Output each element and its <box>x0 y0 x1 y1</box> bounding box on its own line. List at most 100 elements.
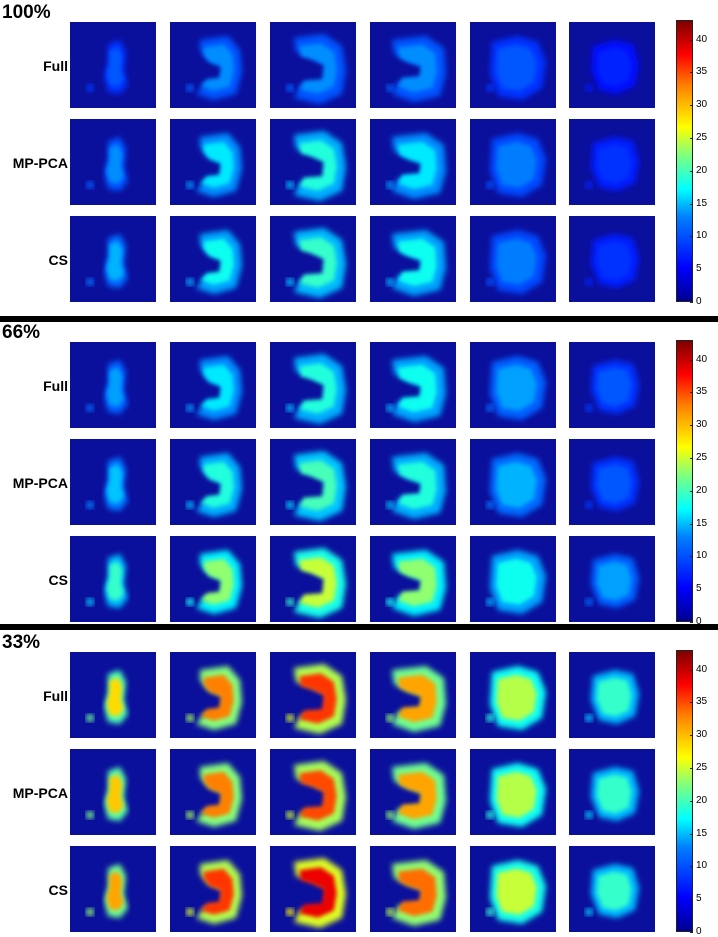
colorbar-tick-label: 35 <box>696 386 708 398</box>
colorbar-tick-label: 20 <box>696 794 708 806</box>
row-label-full: Full <box>43 58 68 74</box>
image-tile <box>470 216 556 302</box>
image-tile <box>170 652 256 738</box>
colorbar-tick-mark <box>690 203 693 205</box>
panel-2: 33% Full MP-PCA CS 0 5 10 15 20 25 30 35 40 <box>0 630 718 937</box>
colorbar-tick-mark <box>690 523 693 525</box>
panel-label: 100% <box>2 2 51 23</box>
colorbar-tick-mark <box>690 105 693 107</box>
colorbar <box>676 650 693 932</box>
colorbar-tick-mark <box>690 800 693 802</box>
image-tile <box>270 342 356 428</box>
colorbar-tick-mark <box>690 622 693 623</box>
colorbar-tick-label: 10 <box>696 550 708 562</box>
image-tile <box>170 749 256 835</box>
image-tile <box>370 652 456 738</box>
colorbar-tick-label: 5 <box>696 893 702 905</box>
row-label-cs: CS <box>48 882 68 898</box>
colorbar-tick-mark <box>690 425 693 427</box>
image-tile <box>370 342 456 428</box>
colorbar-tick-mark <box>690 39 693 41</box>
image-tile <box>170 846 256 932</box>
colorbar-tick-label: 30 <box>696 419 708 431</box>
image-tile <box>470 342 556 428</box>
colorbar-tick-mark <box>690 932 693 933</box>
image-tile <box>70 846 156 932</box>
image-tile <box>569 652 655 738</box>
colorbar-tick-mark <box>690 669 693 671</box>
panel-label: 33% <box>2 632 41 653</box>
image-tile <box>270 749 356 835</box>
colorbar-tick-label: 25 <box>696 132 708 144</box>
colorbar-tick-label: 5 <box>696 583 702 595</box>
image-tile <box>470 22 556 108</box>
colorbar <box>676 20 693 302</box>
image-tile <box>569 342 655 428</box>
image-tile <box>70 536 156 622</box>
colorbar <box>676 340 693 622</box>
colorbar-tick-mark <box>690 392 693 394</box>
colorbar-tick-label: 40 <box>696 33 708 45</box>
colorbar-tick-label: 0 <box>696 296 702 307</box>
colorbar-tick-mark <box>690 72 693 74</box>
image-tile <box>70 652 156 738</box>
row-label-cs: CS <box>48 252 68 268</box>
row-label-mp-pca: MP-PCA <box>12 155 68 171</box>
image-tile <box>370 846 456 932</box>
colorbar-tick-mark <box>690 899 693 901</box>
row-label-mp-pca: MP-PCA <box>12 785 68 801</box>
colorbar-tick-label: 15 <box>696 517 708 529</box>
image-tile <box>170 22 256 108</box>
row-label-mp-pca: MP-PCA <box>12 475 68 491</box>
panel-separator <box>0 624 718 630</box>
colorbar-tick-label: 35 <box>696 696 708 708</box>
image-tile <box>470 439 556 525</box>
colorbar-tick-mark <box>690 490 693 492</box>
image-tile <box>70 342 156 428</box>
image-tile <box>370 536 456 622</box>
colorbar-tick-mark <box>690 359 693 361</box>
panel-separator <box>0 316 718 322</box>
image-tile <box>470 119 556 205</box>
colorbar-tick-mark <box>690 768 693 770</box>
image-tile <box>170 536 256 622</box>
image-tile <box>370 119 456 205</box>
image-tile <box>270 846 356 932</box>
row-label-full: Full <box>43 378 68 394</box>
colorbar-tick-label: 35 <box>696 66 708 78</box>
image-tile <box>270 119 356 205</box>
colorbar-tick-mark <box>690 589 693 591</box>
colorbar-tick-label: 5 <box>696 263 702 275</box>
colorbar-tick-label: 20 <box>696 164 708 176</box>
image-tile <box>270 22 356 108</box>
colorbar-tick-label: 40 <box>696 353 708 365</box>
image-tile <box>470 749 556 835</box>
colorbar-tick-label: 15 <box>696 197 708 209</box>
panel-0: 100% Full MP-PCA CS 0 5 10 15 20 25 30 35 40 <box>0 0 718 307</box>
image-tile <box>569 749 655 835</box>
colorbar-tick-mark <box>690 702 693 704</box>
image-tile <box>70 439 156 525</box>
row-label-full: Full <box>43 688 68 704</box>
colorbar-tick-mark <box>690 866 693 868</box>
colorbar-tick-label: 15 <box>696 827 708 839</box>
colorbar-tick-label: 20 <box>696 484 708 496</box>
colorbar-tick-mark <box>690 269 693 271</box>
image-tile <box>170 216 256 302</box>
image-tile <box>70 216 156 302</box>
image-tile <box>470 536 556 622</box>
image-tile <box>370 216 456 302</box>
image-tile <box>270 536 356 622</box>
image-tile <box>569 439 655 525</box>
image-tile <box>170 439 256 525</box>
image-tile <box>569 119 655 205</box>
image-tile <box>170 119 256 205</box>
image-tile <box>70 22 156 108</box>
colorbar-tick-mark <box>690 138 693 140</box>
colorbar-tick-mark <box>690 833 693 835</box>
colorbar-tick-mark <box>690 302 693 303</box>
image-tile <box>170 342 256 428</box>
image-tile <box>70 749 156 835</box>
image-tile <box>569 846 655 932</box>
